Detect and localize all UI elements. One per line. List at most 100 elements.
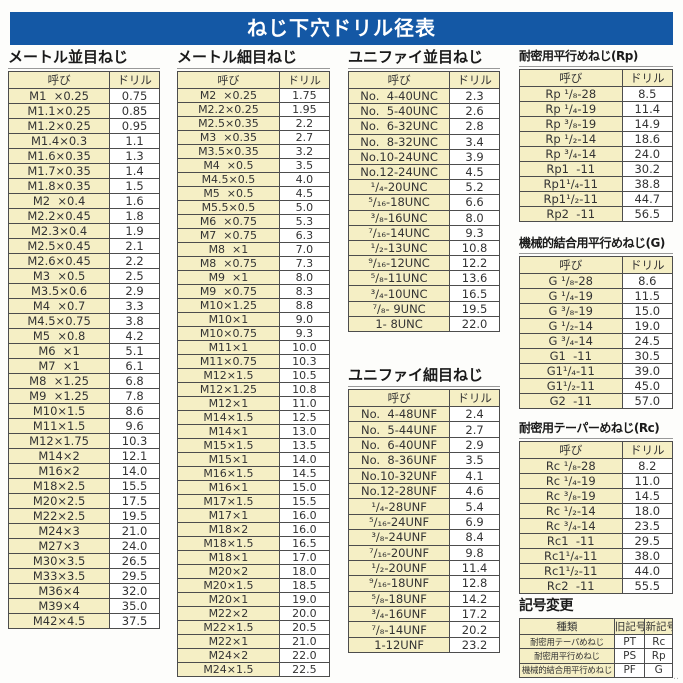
corner-mark: ‥ [672, 672, 679, 682]
thread-name-cell: M15×1.5 [177, 438, 280, 453]
drill-value-cell: 12.8 [449, 575, 500, 592]
drill-value-cell: 22.0 [278, 648, 331, 663]
drill-value-cell: 12.5 [278, 410, 331, 425]
table-row: M39×4 35.0 [7, 598, 160, 614]
table-row: M2.6×0.45 2.2 [7, 253, 160, 269]
thread-name-cell: Rp2 -11 [519, 206, 623, 222]
thread-name-cell: M12×1 [177, 396, 280, 411]
column-header-drill: ドリル [449, 71, 500, 89]
thread-name-cell: Rp ¹/₈-28 [519, 86, 623, 102]
symbol-change-table: 種類 旧記号 新記号 耐密用テーパめねじPTRc耐密用平行めねじPSRp機械的結… [519, 618, 673, 679]
drill-value-cell: 29.5 [621, 533, 673, 549]
drill-value-cell: 14.0 [109, 463, 160, 479]
table-row: M20×1 19.0 [177, 592, 331, 607]
table-row: M7 ×0.75 6.3 [177, 228, 331, 243]
thread-name-cell: M24×2 [177, 648, 280, 663]
drill-value-cell: 23.5 [621, 518, 673, 534]
table-row: Rc2 -11 55.5 [519, 578, 673, 594]
table-row: M14×2 12.1 [7, 448, 160, 464]
drill-value-cell: 10.3 [278, 354, 331, 369]
table-row: M5 ×0.5 4.5 [177, 186, 331, 201]
table-row: Rp1¹/₂-11 44.7 [519, 191, 673, 207]
thread-name-cell: M1.4×0.3 [7, 133, 111, 149]
table-header-row: 呼び ドリル [347, 389, 500, 407]
drill-value-cell: 2.9 [449, 436, 500, 454]
thread-name-cell: M18×1 [177, 550, 280, 565]
table-row: ¹/₄-28UNF 5.4 [347, 498, 500, 515]
table-row: Rp ¹/₄-19 11.4 [519, 101, 673, 117]
table-header-row: 呼び ドリル [519, 69, 673, 87]
thread-name-cell: M2.3×0.4 [7, 223, 111, 239]
table-header-row: 呼び ドリル [347, 71, 500, 89]
drill-value-cell: 38.0 [621, 548, 673, 564]
drill-value-cell: 8.8 [278, 298, 331, 313]
table-row: M16×1.5 14.5 [177, 466, 331, 481]
drill-value-cell: 12.2 [449, 255, 500, 272]
drill-value-cell: 0.95 [109, 118, 160, 134]
thread-name-cell: Rc ¹/₂-14 [519, 503, 623, 519]
table-row: ⁵/₈-18UNF 14.2 [347, 590, 500, 608]
thread-name-cell: Rc1¹/₂-11 [519, 563, 623, 579]
thread-name-cell: ¹/₂-13UNC [347, 239, 451, 257]
drill-value-cell: 19.5 [109, 508, 160, 524]
drill-value-cell: 16.5 [449, 285, 500, 302]
table-row: M22×2 20.0 [177, 606, 331, 621]
thread-name-cell: ⁹/₁₆-18UNF [347, 575, 451, 592]
drill-value-cell: 1.9 [109, 223, 160, 239]
table-row: M3 ×0.5 2.5 [7, 268, 160, 284]
table-row: ¹/₂-13UNC 10.8 [347, 239, 500, 257]
thread-name-cell: M11×1.5 [7, 418, 111, 434]
drill-value-cell: 24.5 [621, 333, 673, 349]
thread-name-cell: Rp1¹/₂-11 [519, 191, 623, 207]
table-row: No. 4-48UNF 2.4 [347, 405, 500, 423]
thread-name-cell: M9 ×0.75 [177, 284, 280, 299]
thread-name-cell: Rp1 -11 [519, 161, 623, 177]
drill-value-cell: 30.2 [621, 161, 673, 177]
drill-value-cell: 6.1 [109, 358, 160, 374]
table-row: No. 4-40UNC 2.3 [347, 87, 500, 105]
table-row: M2.5×0.35 2.2 [177, 116, 331, 131]
thread-name-cell: Rp ³/₄-14 [519, 146, 623, 162]
drill-value-cell: 3.2 [278, 144, 331, 159]
table-row: Rp2 -11 56.5 [519, 206, 673, 222]
drill-value-cell: 11.4 [621, 101, 673, 117]
drill-value-cell: 9.3 [278, 326, 331, 341]
thread-name-cell: M24×3 [7, 523, 111, 539]
section-title-symbol-change: 記号変更 [519, 598, 574, 614]
drill-value-cell: 8.4 [449, 529, 500, 546]
column-header-name: 呼び [519, 441, 623, 459]
column-header-drill: ドリル [278, 71, 331, 89]
table-row: ⁹/₁₆-18UNF 12.8 [347, 575, 500, 592]
drill-value-cell: 6.8 [109, 373, 160, 389]
section-title-unified-coarse: ユニファイ並目ねじ [348, 48, 500, 69]
table-row: M1.1×0.25 0.85 [7, 103, 160, 119]
drill-value-cell: 3.3 [109, 298, 160, 314]
thread-name-cell: M7 ×1 [7, 358, 111, 374]
table-row: M22×1.5 20.5 [177, 620, 331, 635]
thread-name-cell: No. 5-40UNC [347, 103, 451, 120]
table-row: M4.5×0.75 3.8 [7, 313, 160, 329]
table-row: ⁹/₁₆-12UNC 12.2 [347, 255, 500, 272]
table-row: 1- 8UNC 22.0 [347, 315, 500, 333]
drill-value-cell: 2.4 [449, 405, 500, 423]
table-row: No. 6-40UNF 2.9 [347, 436, 500, 454]
drill-value-cell: 19.5 [449, 300, 500, 317]
drill-value-cell: 32.0 [109, 583, 160, 599]
thread-name-cell: M15×1 [177, 452, 280, 467]
drill-value-cell: 2.2 [278, 116, 331, 131]
g-table: 呼び ドリル G ¹/₈-28 8.6 G ¹/₄-19 11.5 G ³/₈-19 15… [519, 256, 673, 409]
drill-value-cell: 15.0 [278, 480, 331, 495]
drill-value-cell: 1.4 [109, 163, 160, 179]
table-row: M11×0.75 10.3 [177, 354, 331, 369]
thread-name-cell: Rp ¹/₄-19 [519, 101, 623, 117]
metric-fine-table: 呼び ドリル M2 ×0.25 1.75 M2.2×0.25 1.95 M2.5×0.3… [177, 71, 331, 677]
drill-value-cell: 4.0 [278, 172, 331, 187]
thread-name-cell: G1 -11 [519, 348, 623, 364]
thread-name-cell: M14×2 [7, 448, 111, 464]
drill-value-cell: 3.8 [109, 313, 160, 329]
drill-value-cell: 11.5 [621, 288, 673, 304]
table-row: M17×1 16.0 [177, 508, 331, 523]
drill-value-cell: 24.0 [621, 146, 673, 162]
thread-name-cell: No. 8-32UNC [347, 133, 451, 150]
